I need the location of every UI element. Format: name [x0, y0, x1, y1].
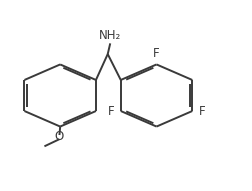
Text: F: F [107, 105, 114, 118]
Text: F: F [198, 105, 204, 118]
Text: NH₂: NH₂ [99, 29, 121, 42]
Text: O: O [55, 130, 64, 143]
Text: F: F [153, 47, 159, 60]
